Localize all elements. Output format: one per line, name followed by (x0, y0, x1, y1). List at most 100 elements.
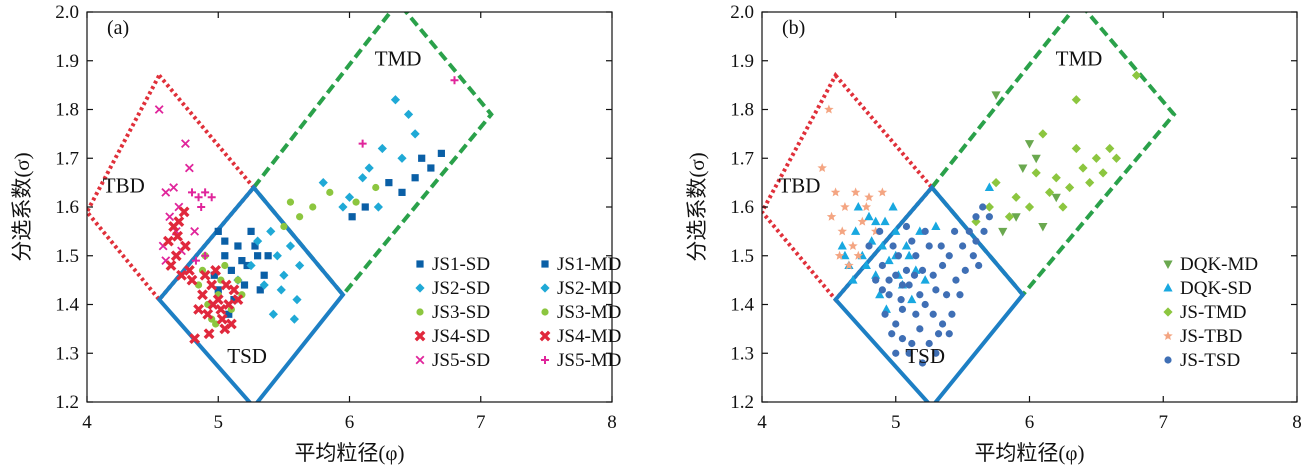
legend-marker (539, 330, 551, 342)
data-point (921, 300, 929, 309)
data-point (945, 330, 953, 338)
data-point (230, 296, 238, 304)
data-point (194, 193, 203, 202)
y-tick-label: 1.9 (55, 51, 79, 72)
series-dqk-sd (837, 182, 994, 313)
x-tick-label: 4 (757, 412, 767, 433)
data-point (1065, 182, 1075, 193)
legend-marker (416, 260, 424, 268)
data-point (238, 257, 246, 265)
data-point (398, 188, 406, 196)
legend-item-js3-sd: JS3-SD (416, 302, 490, 323)
data-point (980, 227, 988, 235)
legend-label: JS5-MD (557, 350, 621, 371)
data-point (348, 213, 356, 221)
data-point (889, 242, 897, 250)
data-point (344, 192, 355, 202)
data-point (1058, 202, 1068, 212)
y-tick-label: 1.8 (55, 100, 79, 121)
chart-panel-a: TMD TBD TSD 4 5 6 7 8 1.2 1.3 1.4 1.5 1.6 1.7 1.8 1.9 2.… (10, 2, 621, 465)
legend-marker (541, 260, 549, 268)
data-point (418, 154, 426, 162)
data-point (373, 202, 383, 212)
data-point (210, 264, 222, 276)
data-point (952, 276, 960, 284)
data-point (264, 252, 272, 260)
data-point (197, 203, 206, 211)
data-point (921, 227, 929, 235)
region-label-tbd: TBD (778, 173, 820, 197)
data-point (358, 139, 367, 148)
data-point (1018, 164, 1028, 173)
data-point (183, 264, 195, 276)
region-tmd-boundary (929, 12, 1177, 298)
data-point (857, 216, 868, 226)
data-point (289, 314, 299, 324)
data-point (385, 179, 393, 187)
region-tmd-boundary (251, 12, 494, 298)
data-point (161, 187, 171, 197)
data-point (247, 227, 255, 235)
data-point (272, 251, 282, 261)
data-point (871, 270, 881, 279)
data-point (875, 289, 885, 299)
legend-marker (415, 355, 425, 365)
series-js3-md (280, 183, 380, 231)
data-point (372, 183, 380, 192)
data-point (154, 105, 164, 114)
series-js4-md (162, 206, 195, 281)
legend-item-js4-sd: JS4-SD (414, 326, 490, 347)
data-point (870, 226, 881, 236)
series-js2-md (318, 95, 420, 212)
data-point (888, 330, 896, 338)
data-point (925, 242, 933, 250)
x-tick-label: 7 (476, 412, 486, 433)
data-point (450, 76, 459, 85)
legend-marker (415, 283, 425, 293)
data-point (169, 183, 179, 192)
data-point (902, 222, 911, 231)
data-point (364, 163, 374, 173)
y-tick-label: 1.6 (730, 197, 754, 218)
data-point (877, 187, 888, 197)
data-point (295, 260, 305, 271)
data-point (884, 255, 894, 265)
y-axis-title: 分选系数(σ) (685, 152, 709, 261)
data-point (918, 359, 927, 367)
y-tick-label: 1.7 (730, 148, 754, 169)
data-point (427, 164, 435, 172)
legend-label: DQK-MD (1180, 254, 1258, 275)
y-tick-label: 1.3 (55, 343, 79, 364)
legend-item-js2-sd: JS2-SD (415, 278, 490, 299)
data-point (216, 313, 228, 325)
data-point (170, 250, 182, 262)
data-point (403, 109, 414, 119)
data-point (280, 222, 288, 231)
data-point (1011, 213, 1021, 222)
data-point (840, 250, 850, 260)
legend-item-dqk-sd: DQK-SD (1163, 278, 1252, 299)
data-point (959, 242, 967, 250)
legend-label: JS-TBD (1180, 326, 1242, 347)
region-label-tsd: TSD (905, 344, 945, 368)
x-tick-label: 5 (891, 412, 901, 433)
y-tick-label: 1.4 (55, 295, 79, 316)
legend-marker (1164, 356, 1172, 364)
data-point (437, 149, 445, 157)
legend-label: JS4-MD (557, 326, 621, 347)
data-point (259, 280, 269, 290)
data-point (975, 261, 983, 270)
region-tbd-boundary (87, 71, 257, 303)
data-point (1111, 153, 1122, 163)
data-point (929, 271, 937, 279)
data-point (850, 187, 861, 197)
data-point (837, 226, 848, 236)
data-point (1131, 70, 1142, 80)
data-point (191, 256, 200, 265)
data-point (881, 304, 891, 313)
plot-area (87, 12, 494, 402)
legend-marker (541, 356, 549, 364)
data-point (861, 202, 872, 212)
data-point (358, 173, 368, 183)
